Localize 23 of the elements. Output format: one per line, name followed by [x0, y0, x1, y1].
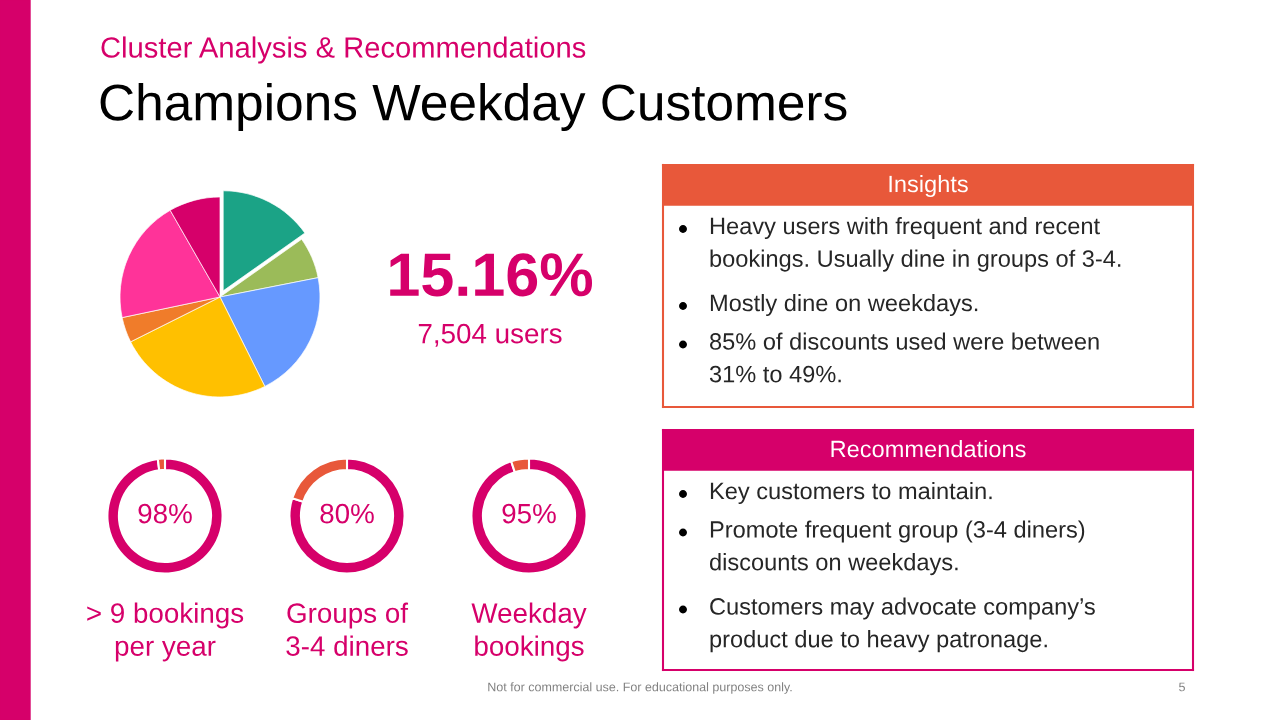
text: Mostly dine on weekdays. — [710, 294, 978, 317]
data-label: 98% — [138, 503, 192, 524]
text: Weekday bookings — [471, 602, 587, 662]
text: 5 — [1179, 682, 1185, 692]
donut-slice — [470, 457, 588, 575]
text: Customers may advocate company’s product due to heavy patronage. — [710, 597, 1095, 653]
text: 7,504 users — [418, 323, 562, 347]
text: 85% of discounts used were between 31% to 49%. — [709, 332, 1099, 383]
text: Promote frequent group (3-4 diners) discounts on weekdays. — [709, 520, 1085, 576]
text: Insights — [889, 175, 968, 197]
chart-subtitle: Cluster Analysis & Recommendations — [101, 36, 586, 64]
text: > 9 bookings per year — [87, 602, 244, 662]
text: Recommendations — [831, 439, 1026, 458]
text: 15.16% — [390, 253, 593, 297]
text: Champions Weekday Customers — [100, 83, 847, 131]
text: Heavy users with frequent and recent bookings. Usually dine in groups of 3-4. — [710, 217, 1121, 272]
text: Groups of 3-4 diners — [286, 602, 409, 656]
donut-slice — [288, 457, 406, 575]
data-label: 95% — [502, 503, 556, 524]
donut-slice — [106, 457, 224, 575]
data-label: 80% — [320, 503, 374, 524]
text: Not for commercial use. For educational purposes only. — [488, 682, 792, 694]
text: Key customers to maintain. — [710, 482, 992, 505]
